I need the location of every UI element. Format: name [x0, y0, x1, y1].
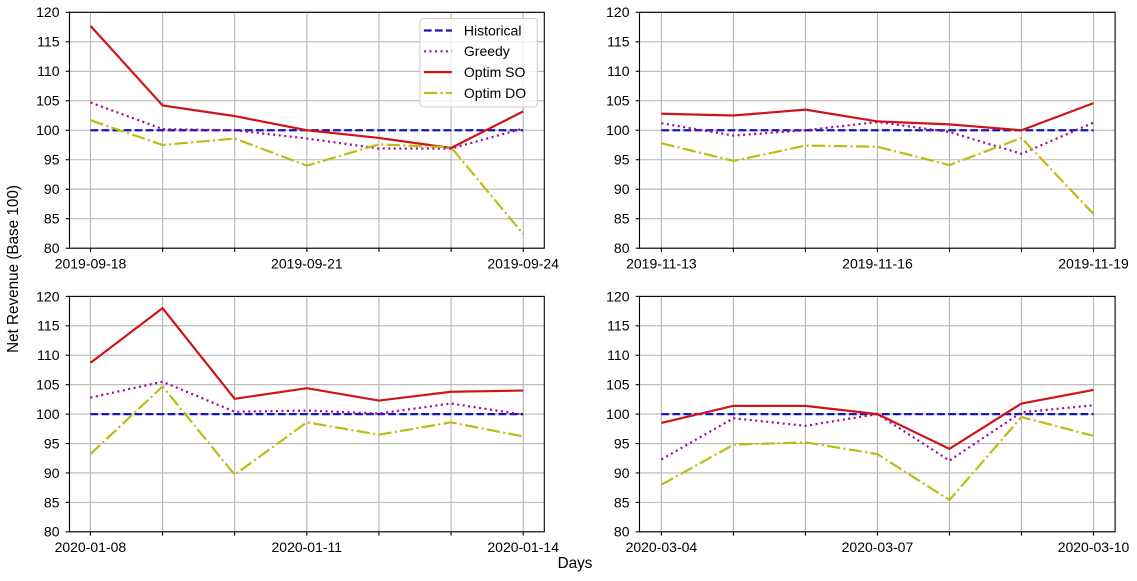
svg-text:2019-09-24: 2019-09-24 [487, 256, 559, 272]
svg-text:90: 90 [44, 465, 60, 481]
svg-text:Greedy: Greedy [464, 43, 510, 59]
svg-text:110: 110 [607, 347, 630, 363]
svg-text:105: 105 [606, 93, 630, 109]
svg-text:Historical: Historical [464, 22, 522, 38]
svg-text:85: 85 [44, 494, 60, 510]
svg-text:Days: Days [558, 555, 593, 572]
svg-text:100: 100 [606, 406, 630, 422]
svg-text:2019-11-13: 2019-11-13 [626, 256, 697, 272]
svg-text:95: 95 [44, 435, 60, 451]
svg-text:110: 110 [37, 347, 60, 363]
svg-text:80: 80 [44, 524, 60, 540]
svg-text:95: 95 [614, 435, 630, 451]
svg-text:115: 115 [37, 318, 60, 334]
svg-text:120: 120 [606, 4, 630, 20]
svg-text:95: 95 [44, 152, 60, 168]
svg-text:Net Revenue (Base 100): Net Revenue (Base 100) [5, 185, 22, 353]
svg-text:120: 120 [606, 288, 630, 304]
svg-text:105: 105 [36, 377, 60, 393]
svg-text:110: 110 [37, 63, 60, 79]
svg-text:Optim DO: Optim DO [464, 85, 526, 101]
svg-text:Optim SO: Optim SO [464, 64, 526, 80]
svg-text:2019-11-16: 2019-11-16 [842, 256, 913, 272]
svg-text:120: 120 [36, 288, 60, 304]
svg-text:100: 100 [36, 122, 60, 138]
svg-text:120: 120 [36, 4, 60, 20]
svg-text:115: 115 [37, 34, 60, 50]
svg-text:2020-01-08: 2020-01-08 [55, 539, 127, 555]
svg-text:85: 85 [44, 211, 60, 227]
svg-text:90: 90 [44, 181, 60, 197]
svg-text:85: 85 [614, 211, 630, 227]
svg-text:95: 95 [614, 152, 630, 168]
svg-text:2020-03-07: 2020-03-07 [842, 539, 914, 555]
svg-text:80: 80 [614, 240, 630, 256]
svg-text:100: 100 [606, 122, 630, 138]
svg-text:85: 85 [614, 494, 630, 510]
svg-text:90: 90 [614, 465, 630, 481]
svg-text:2019-11-19: 2019-11-19 [1058, 256, 1129, 272]
svg-text:2020-01-11: 2020-01-11 [272, 539, 343, 555]
svg-text:80: 80 [44, 240, 60, 256]
svg-text:115: 115 [607, 318, 630, 334]
svg-text:105: 105 [606, 377, 630, 393]
svg-text:100: 100 [36, 406, 60, 422]
svg-text:105: 105 [36, 93, 60, 109]
svg-text:2020-03-10: 2020-03-10 [1058, 539, 1130, 555]
svg-text:80: 80 [614, 524, 630, 540]
svg-text:90: 90 [614, 181, 630, 197]
svg-text:2019-09-18: 2019-09-18 [55, 256, 127, 272]
svg-text:2020-03-04: 2020-03-04 [626, 539, 698, 555]
svg-text:2020-01-14: 2020-01-14 [487, 539, 559, 555]
svg-text:115: 115 [607, 34, 630, 50]
svg-text:110: 110 [607, 63, 630, 79]
svg-text:2019-09-21: 2019-09-21 [271, 256, 343, 272]
